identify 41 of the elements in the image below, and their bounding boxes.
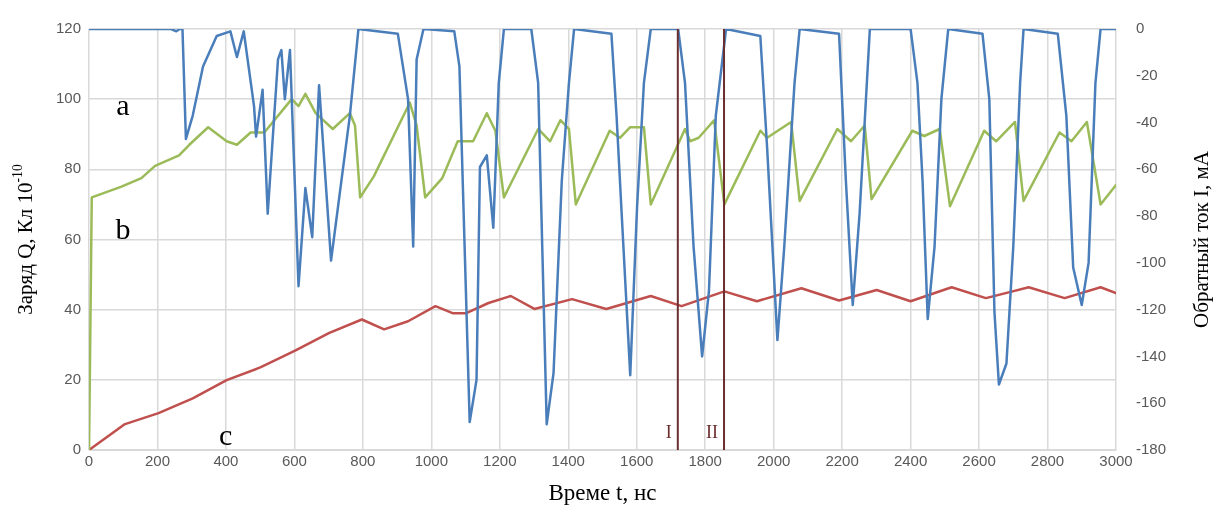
y-tick-label: 100 bbox=[56, 89, 82, 107]
annotation: c bbox=[218, 418, 233, 452]
y2-tick-label: 0 bbox=[1135, 19, 1145, 37]
x-tick-label: 2600 bbox=[962, 452, 996, 470]
x-tick-label: 1800 bbox=[688, 452, 722, 470]
y2-tick-label: -180 bbox=[1135, 440, 1167, 458]
x-tick-label: 600 bbox=[281, 452, 307, 470]
x-tick-label: 1400 bbox=[551, 452, 585, 470]
y-tick-label: 80 bbox=[64, 159, 82, 177]
y2-tick-label: -80 bbox=[1135, 206, 1158, 224]
y-axis-title: Заряд Q, Кл 10-10 bbox=[10, 164, 37, 315]
x-tick-label: 1600 bbox=[620, 452, 654, 470]
y-tick-label: 120 bbox=[56, 19, 82, 37]
x-tick-label: 3000 bbox=[1099, 452, 1133, 470]
x-tick-label: 1200 bbox=[483, 452, 517, 470]
y2-tick-label: -120 bbox=[1135, 299, 1167, 317]
x-tick-label: 400 bbox=[213, 452, 239, 470]
y-tick-label: 0 bbox=[72, 440, 82, 458]
x-tick-label: 2800 bbox=[1030, 452, 1065, 470]
ref-line-label: I bbox=[665, 421, 672, 442]
y-tick-label: 40 bbox=[64, 299, 82, 317]
x-tick-label: 800 bbox=[350, 452, 376, 470]
y2-tick-label: -140 bbox=[1135, 346, 1167, 364]
x-tick-label: 2400 bbox=[893, 452, 928, 470]
y2-tick-label: -60 bbox=[1135, 159, 1158, 177]
y2-axis-title: Обратный ток I, мА bbox=[1188, 150, 1213, 328]
x-tick-label: 1000 bbox=[414, 452, 449, 470]
annotation: a bbox=[116, 87, 130, 121]
y-tick-label: 60 bbox=[64, 229, 82, 247]
ref-line-label: II bbox=[706, 421, 719, 442]
x-axis-title: Време t, нс bbox=[548, 480, 657, 506]
x-tick-label: 2000 bbox=[756, 452, 791, 470]
y2-tick-label: -40 bbox=[1135, 112, 1158, 130]
x-tick-label: 2200 bbox=[825, 452, 859, 470]
y-tick-label: 20 bbox=[64, 369, 82, 387]
x-tick-label: 200 bbox=[144, 452, 171, 470]
x-tick-label: 0 bbox=[84, 452, 94, 470]
y2-tick-label: -20 bbox=[1135, 65, 1158, 83]
y2-tick-label: -160 bbox=[1135, 393, 1167, 411]
y2-tick-label: -100 bbox=[1135, 253, 1167, 271]
annotation: b bbox=[115, 211, 131, 245]
